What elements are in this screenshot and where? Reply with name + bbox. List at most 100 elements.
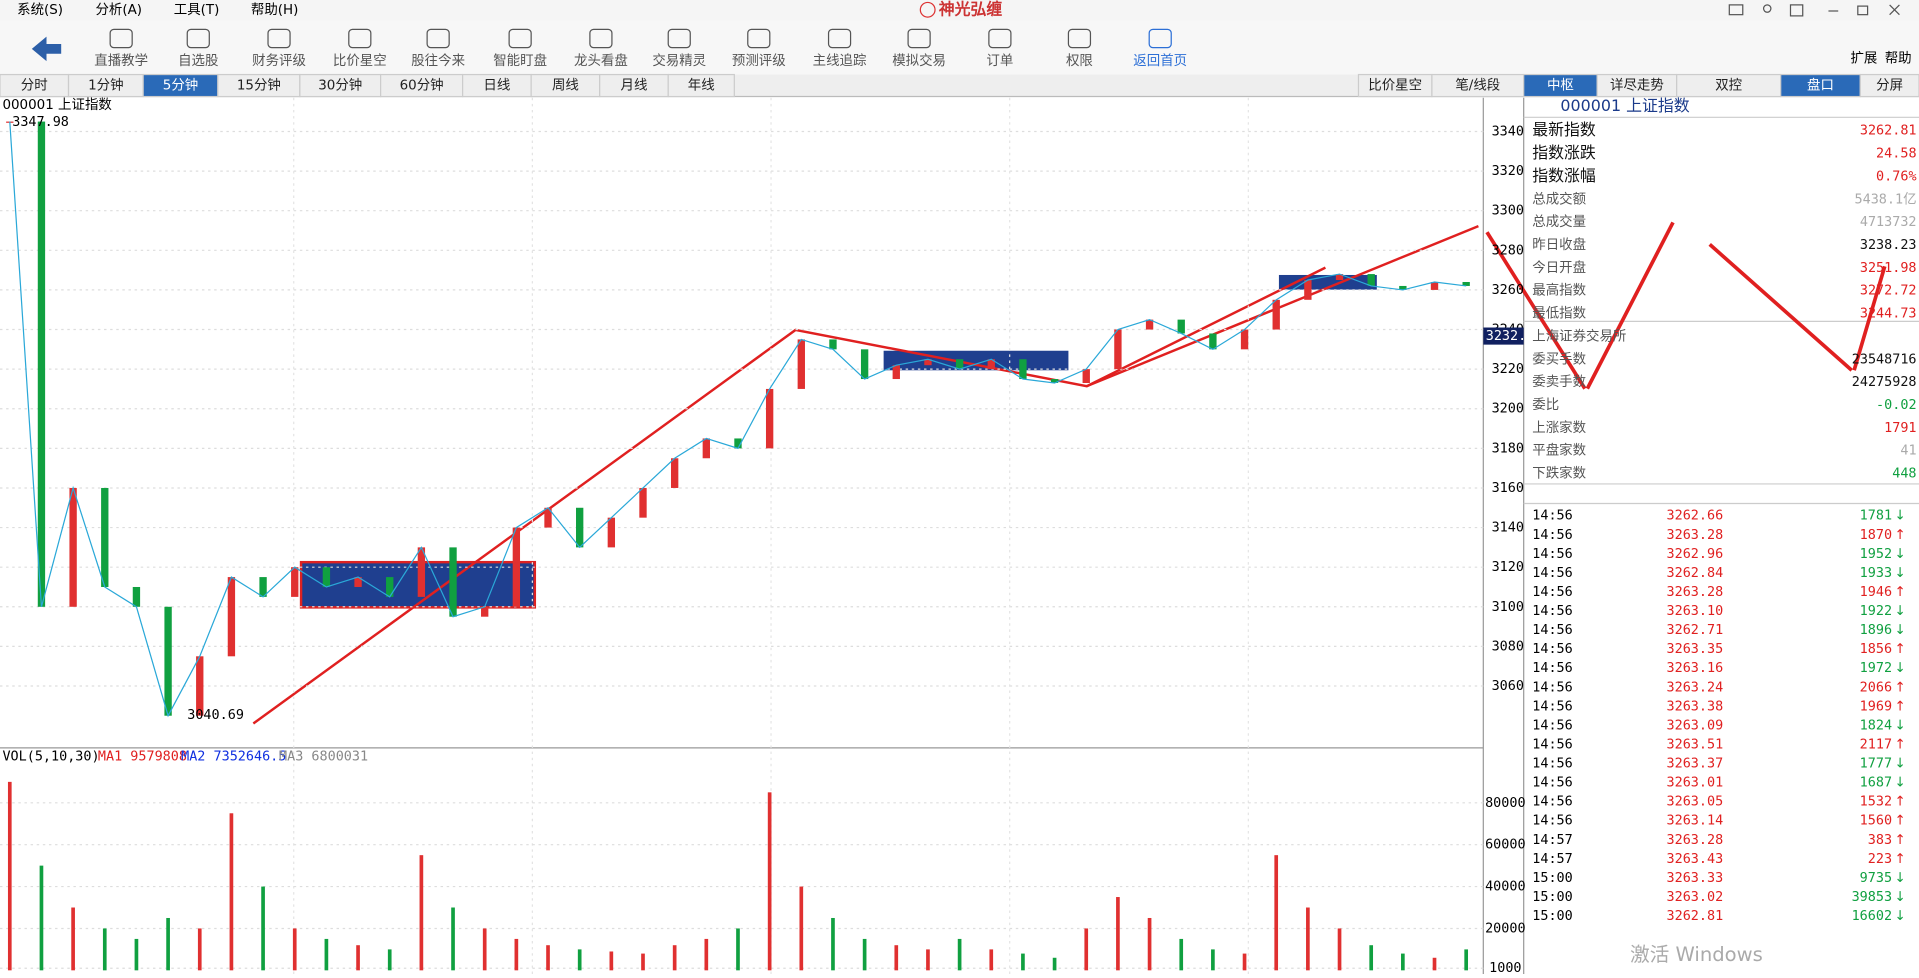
toolbar-button[interactable]: 自选股 — [178, 53, 218, 69]
toolbar-button[interactable]: 订单 — [986, 53, 1013, 69]
y-tick-label: 3120 — [1492, 560, 1524, 575]
toolbar-button[interactable]: 股往今来 — [411, 53, 465, 69]
candle — [322, 567, 331, 587]
toolbar-icon[interactable] — [589, 28, 613, 49]
tick-direction: ↑ — [1895, 737, 1906, 752]
view-label[interactable]: 笔/线段 — [1455, 78, 1500, 94]
toolbar-button[interactable]: 权限 — [1066, 52, 1093, 69]
period-label[interactable]: 月线 — [621, 78, 648, 94]
period-tab[interactable] — [667, 73, 735, 98]
candle — [481, 606, 489, 617]
view-label[interactable]: 中枢 — [1547, 78, 1574, 94]
period-label[interactable]: 日线 — [483, 78, 510, 94]
toolbar-icon[interactable] — [109, 28, 133, 49]
quote-value: 24.58 — [1876, 147, 1916, 162]
period-label[interactable]: 周线 — [552, 78, 579, 94]
toolbar-button[interactable]: 帮助 — [1885, 51, 1912, 67]
period-label[interactable]: 60分钟 — [400, 77, 444, 94]
toolbar-icon[interactable] — [1067, 28, 1092, 49]
view-label[interactable]: 比价星空 — [1368, 78, 1422, 94]
period-label[interactable]: 30分钟 — [318, 77, 362, 94]
toolbar-button[interactable]: 主线追踪 — [813, 53, 867, 69]
toolbar-button[interactable]: 扩展 — [1850, 51, 1877, 67]
toolbar — [0, 20, 1919, 75]
tick-time: 14:56 — [1532, 680, 1572, 695]
quote-label: 最低指数 — [1532, 306, 1586, 322]
quote-value: 3262.81 — [1860, 124, 1917, 139]
toolbar-button[interactable]: 比价星空 — [333, 53, 387, 69]
quote-value: 3244.73 — [1860, 307, 1917, 322]
volume-bar — [609, 951, 614, 971]
period-label[interactable]: 年线 — [688, 78, 715, 94]
view-label[interactable]: 分屏 — [1876, 78, 1903, 94]
toolbar-button[interactable]: 返回首页 — [1133, 53, 1187, 69]
toolbar-icon[interactable] — [426, 28, 450, 49]
logo — [919, 1, 936, 18]
toolbar-icon[interactable] — [907, 28, 931, 49]
candle — [37, 121, 46, 607]
toolbar-icon[interactable] — [988, 28, 1012, 49]
volume-bar — [1337, 928, 1342, 971]
toolbar-icon[interactable] — [747, 28, 771, 49]
view-tab[interactable] — [1859, 73, 1919, 98]
tick-volume: 1933 — [1860, 566, 1892, 581]
ma-label: MA1 9579808 — [98, 749, 187, 764]
candle — [1304, 280, 1312, 300]
toolbar-button[interactable]: 直播教学 — [94, 53, 148, 69]
tick-price: 3262.66 — [1667, 509, 1724, 524]
menu-item[interactable]: 系统(S) — [17, 2, 63, 18]
tick-direction: ↓ — [1895, 566, 1906, 581]
toolbar-button[interactable]: 模拟交易 — [892, 52, 946, 69]
volume-bar — [577, 949, 582, 971]
y-tick-label: 80000 — [1485, 796, 1525, 811]
volume-bar — [419, 855, 424, 971]
menu-item[interactable]: 帮助(H) — [251, 2, 299, 18]
tick-time: 15:00 — [1532, 890, 1572, 905]
toolbar-button[interactable]: 智能盯盘 — [493, 52, 547, 69]
period-label[interactable]: 5分钟 — [163, 77, 198, 94]
period-label[interactable]: 15分钟 — [237, 77, 281, 94]
toolbar-icon[interactable] — [267, 28, 291, 49]
tick-volume: 1532 — [1860, 795, 1892, 810]
toolbar-icon[interactable] — [348, 28, 372, 49]
quote-label: 总成交量 — [1532, 213, 1586, 230]
toolbar-icon[interactable] — [667, 28, 691, 49]
ma-label: MA3 6800031 — [279, 749, 368, 764]
tick-time: 14:57 — [1532, 833, 1572, 848]
candle — [1209, 333, 1217, 350]
toolbar-button[interactable]: 龙头看盘 — [574, 52, 628, 69]
tick-price: 3263.33 — [1667, 871, 1724, 886]
window-controls[interactable] — [1728, 4, 1900, 17]
period-label[interactable]: 1分钟 — [88, 77, 123, 94]
candle — [607, 517, 616, 548]
volume-bar — [1021, 953, 1025, 971]
toolbar-button[interactable]: 预测评级 — [732, 53, 786, 69]
quote-value: 5438.1亿 — [1855, 191, 1917, 207]
candle — [924, 359, 932, 366]
candle — [512, 527, 521, 607]
tick-time: 14:56 — [1532, 642, 1572, 657]
quote-value: 23548716 — [1852, 352, 1917, 367]
quote-label: 今日开盘 — [1532, 259, 1586, 276]
tick-time: 14:56 — [1532, 718, 1572, 733]
candle — [449, 547, 457, 617]
toolbar-button[interactable]: 财务评级 — [252, 53, 306, 69]
quote-label: 委比 — [1532, 397, 1559, 413]
tick-direction: ↑ — [1895, 795, 1906, 810]
period-label[interactable]: 分时 — [21, 78, 48, 94]
quote-value: 24275928 — [1852, 375, 1917, 390]
toolbar-icon[interactable] — [186, 28, 210, 49]
toolbar-button[interactable]: 交易精灵 — [652, 52, 706, 69]
tick-price: 3263.01 — [1667, 776, 1724, 791]
view-label[interactable]: 盘口 — [1807, 77, 1834, 94]
y-tick-label: 3320 — [1492, 164, 1524, 179]
menu-item[interactable]: 分析(A) — [95, 2, 142, 18]
view-label[interactable]: 双控 — [1715, 78, 1742, 94]
toolbar-icon[interactable] — [827, 28, 852, 49]
menu-item[interactable]: 工具(T) — [174, 3, 220, 18]
tick-price: 3263.14 — [1667, 814, 1724, 829]
toolbar-icon[interactable] — [508, 28, 532, 49]
view-label[interactable]: 详尽走势 — [1610, 78, 1664, 94]
volume-bar — [704, 938, 709, 971]
toolbar-icon[interactable] — [1148, 28, 1172, 49]
